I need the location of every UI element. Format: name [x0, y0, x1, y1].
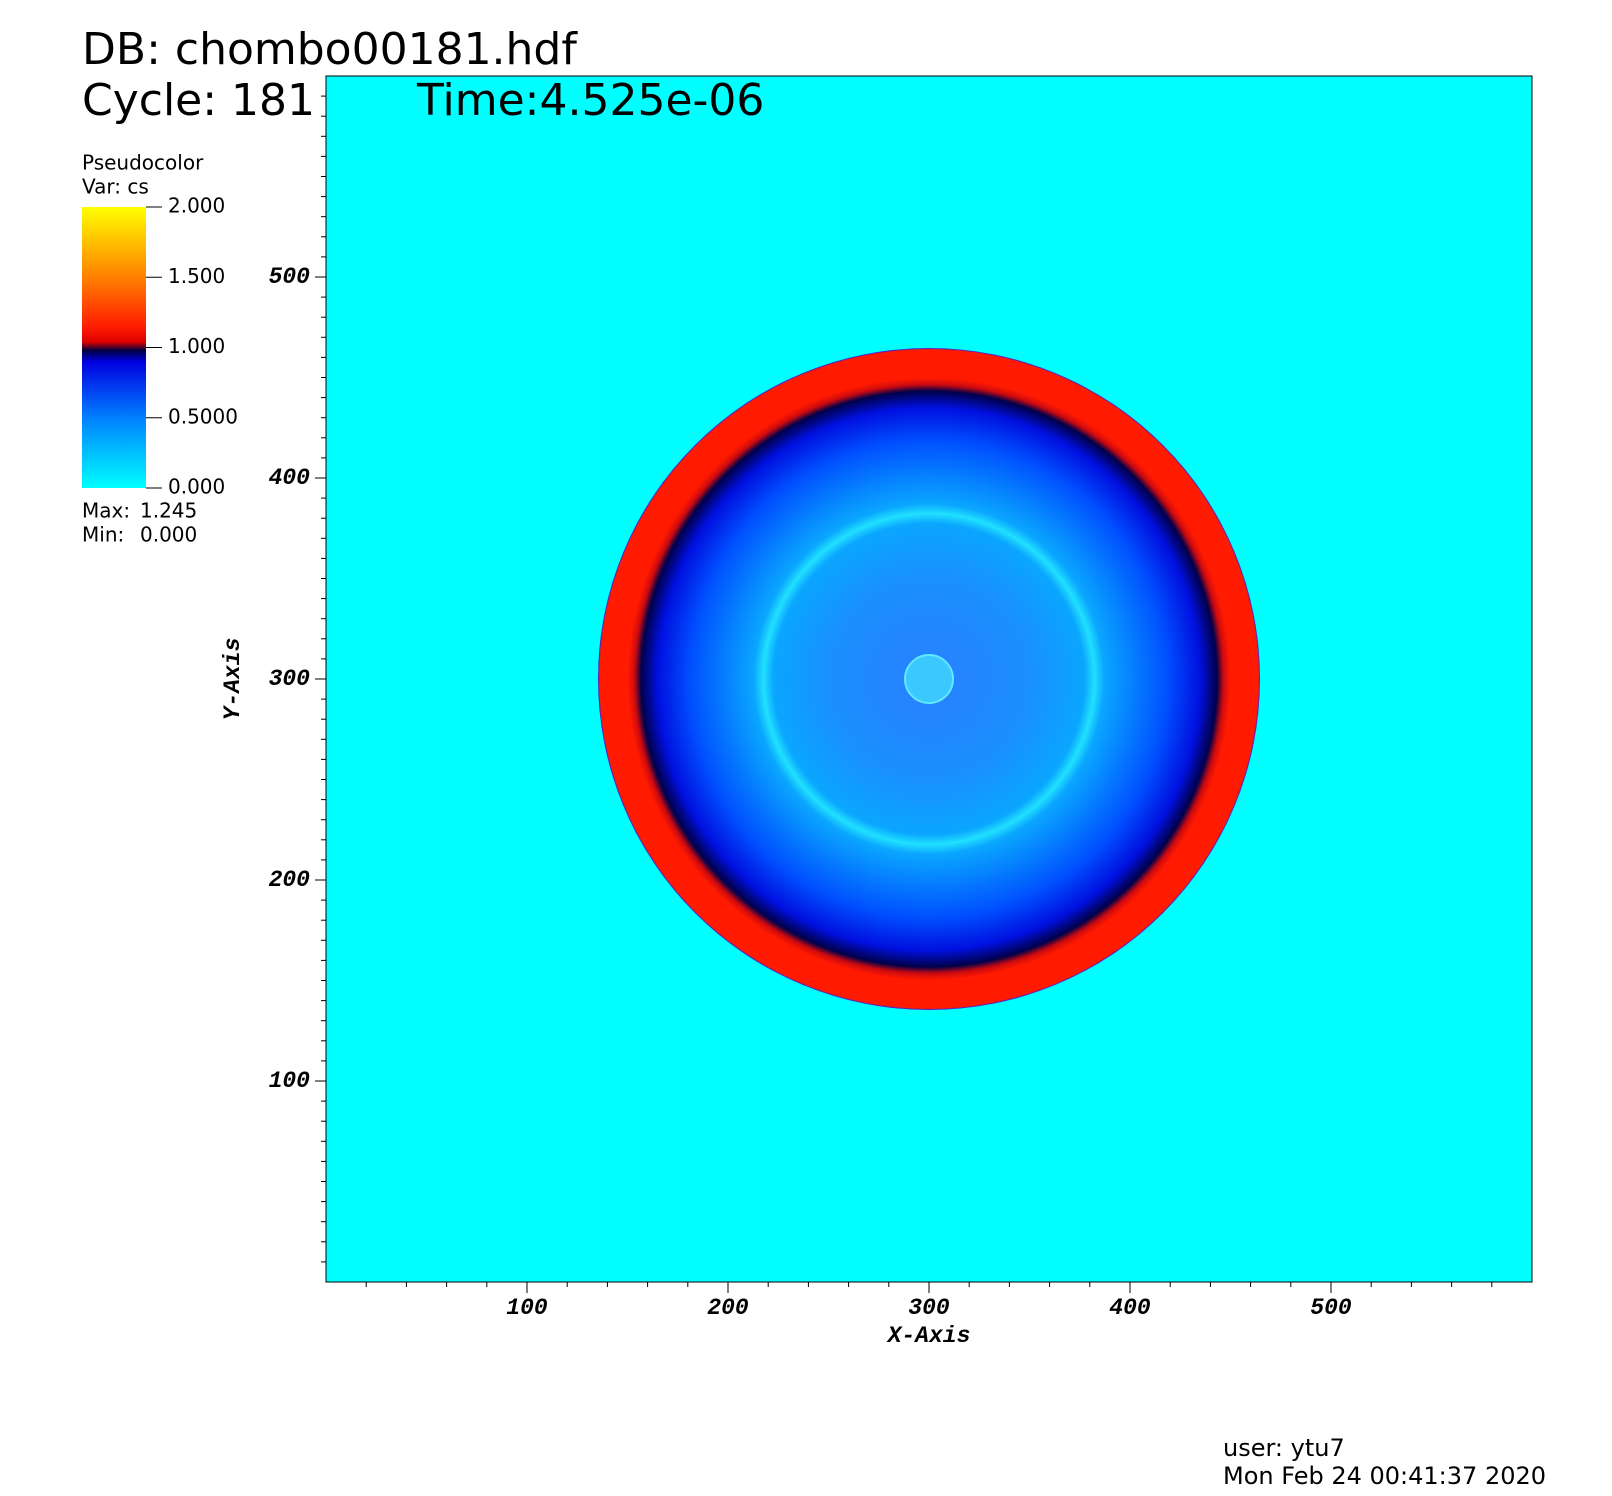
y-tick-label: 500: [269, 264, 311, 290]
field-core: [904, 654, 954, 704]
colorbar-tick-label: 2.000: [168, 194, 225, 218]
user: user: ytu7: [1223, 1434, 1345, 1462]
colorbar-tick-label: 1.000: [168, 334, 225, 358]
colorbar-tick-label: 1.500: [168, 264, 225, 288]
max-value: 1.245: [140, 499, 197, 523]
db-name: DB: chombo00181.hdf: [82, 24, 578, 75]
x-tick-label: 300: [908, 1295, 950, 1321]
colorbar-tick-label: 0.000: [168, 475, 225, 499]
colorbar-var: Var: cs: [82, 175, 149, 199]
date: Mon Feb 24 00:41:37 2020: [1223, 1462, 1546, 1490]
colorbar: [82, 207, 146, 488]
colorbar-title: Pseudocolor: [82, 151, 204, 175]
x-tick-label: 100: [506, 1295, 548, 1321]
x-axis-title: X-Axis: [886, 1323, 971, 1349]
colorbar-tick-label: 0.5000: [168, 404, 238, 428]
cycle: Cycle: 181: [82, 75, 315, 126]
y-tick-label: 300: [269, 666, 311, 692]
max-label: Max:: [82, 499, 130, 523]
min-label: Min:: [82, 523, 124, 547]
x-tick-label: 500: [1310, 1295, 1352, 1321]
time: Time:4.525e-06: [416, 75, 764, 126]
min-value: 0.000: [140, 523, 197, 547]
y-axis-title: Y-Axis: [220, 638, 246, 721]
y-tick-label: 100: [269, 1068, 311, 1094]
y-tick-label: 200: [269, 867, 311, 893]
x-tick-label: 200: [707, 1295, 749, 1321]
y-tick-label: 400: [269, 465, 311, 491]
x-tick-label: 400: [1109, 1295, 1151, 1321]
